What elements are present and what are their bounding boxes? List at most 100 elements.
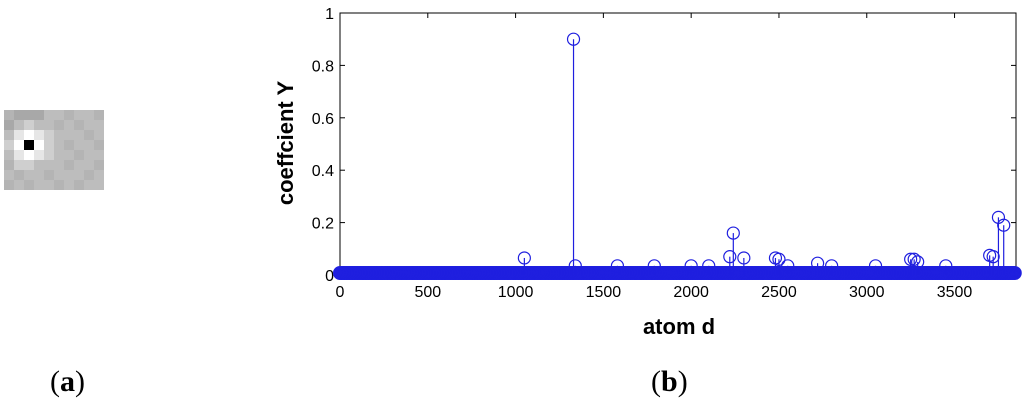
patch-pixel (34, 140, 44, 150)
patch-pixel (84, 170, 94, 180)
patch-pixel (44, 180, 54, 190)
panel-label-b: (b) (651, 365, 688, 398)
x-tick-label: 3000 (849, 284, 885, 301)
y-axis-title: coeffcient Y (273, 81, 298, 206)
patch-pixel (4, 170, 14, 180)
plot-frame (339, 12, 1017, 276)
y-tick-label: 0.4 (312, 163, 334, 180)
patch-pixel (44, 120, 54, 130)
stem-marker (568, 259, 582, 273)
patch-pixel (14, 140, 24, 150)
patch-pixel (24, 170, 34, 180)
stem-marker (684, 259, 698, 273)
baseline-marker (1007, 266, 1022, 280)
patch-pixel (74, 130, 84, 140)
x-tick-label: 3500 (937, 284, 973, 301)
stem-marker (737, 251, 751, 265)
patch-pixel (24, 180, 34, 190)
patch-pixel (54, 150, 64, 160)
y-tick-label: 0.6 (312, 111, 334, 128)
patch-pixel (64, 120, 74, 130)
patch-pixel (14, 150, 24, 160)
patch-pixel (64, 180, 74, 190)
stem-marker (726, 226, 740, 240)
x-tick-label: 2000 (673, 284, 709, 301)
patch-pixel (34, 110, 44, 120)
patch-pixel (74, 110, 84, 120)
patch-pixel (44, 130, 54, 140)
patch-pixel (34, 170, 44, 180)
patch-pixel (74, 140, 84, 150)
patch-pixel (64, 150, 74, 160)
stem-marker (610, 259, 625, 273)
patch-pixel (64, 140, 74, 150)
stem-marker (781, 259, 795, 273)
patch-pixel (84, 150, 94, 160)
panel-label-a: (a) (50, 365, 85, 398)
stem-marker (939, 259, 953, 273)
patch-pixel (84, 110, 94, 120)
patch-pixel (44, 140, 54, 150)
patch-pixel (34, 130, 44, 140)
patch-pixel (24, 110, 34, 120)
patch-pixel (54, 120, 64, 130)
patch-pixel (84, 120, 94, 130)
patch-pixel (64, 130, 74, 140)
patch-pixel (54, 180, 64, 190)
patch-pixel (94, 110, 104, 120)
patch-pixel (84, 180, 94, 190)
stem-marker (723, 250, 737, 264)
stem-marker (517, 251, 531, 265)
stem-marker (647, 259, 661, 273)
patch-pixel (44, 160, 54, 170)
patch-pixel (74, 120, 84, 130)
x-tick-label: 1500 (586, 284, 622, 301)
patch-pixel (44, 110, 54, 120)
patch-pixel (84, 160, 94, 170)
patch-pixel (94, 120, 104, 130)
patch-pixel (54, 140, 64, 150)
patch-pixel (14, 170, 24, 180)
patch-pixel (34, 150, 44, 160)
patch-pixel (84, 140, 94, 150)
patch-pixel (44, 150, 54, 160)
patch-pixel (94, 170, 104, 180)
stem-marker (825, 259, 839, 273)
chart-stems (333, 32, 1022, 280)
patch-pixel (54, 170, 64, 180)
patch-pixel (44, 170, 54, 180)
patch-pixel (4, 150, 14, 160)
patch-pixel (4, 110, 14, 120)
patch-pixel (94, 140, 104, 150)
patch-pixel (84, 130, 94, 140)
patch-pixel (74, 180, 84, 190)
stem-marker (868, 259, 883, 273)
patch-pixel (74, 160, 84, 170)
stem-marker (566, 32, 581, 46)
x-axis-title: atom d (643, 314, 715, 339)
patch-pixel (24, 160, 34, 170)
patch-pixel (94, 180, 104, 190)
x-tick-label: 1000 (498, 284, 534, 301)
y-tick-label: 1 (325, 6, 334, 23)
patch-pixel (74, 170, 84, 180)
stem-marker (702, 259, 716, 273)
stem-marker (810, 256, 825, 270)
patch-pixel (74, 150, 84, 160)
y-tick-label: 0 (325, 268, 334, 285)
patch-pixel (24, 140, 34, 150)
x-tick-label: 0 (336, 284, 345, 301)
patch-pixel (14, 160, 24, 170)
patch-pixel (64, 170, 74, 180)
stem-marker (904, 252, 918, 266)
patch-pixel (54, 110, 64, 120)
patch-pixel (54, 130, 64, 140)
x-tick-label: 2500 (761, 284, 797, 301)
patch-pixel (94, 160, 104, 170)
stem-chart: 0 500 1000 1500 2000 2500 3000 3500 0 0.2 0.4 0.6 0.… (273, 6, 1022, 339)
patch-pixel (14, 110, 24, 120)
patch-pixel (14, 120, 24, 130)
patch-pixel (64, 160, 74, 170)
patch-pixel (34, 120, 44, 130)
patch-pixel (64, 110, 74, 120)
